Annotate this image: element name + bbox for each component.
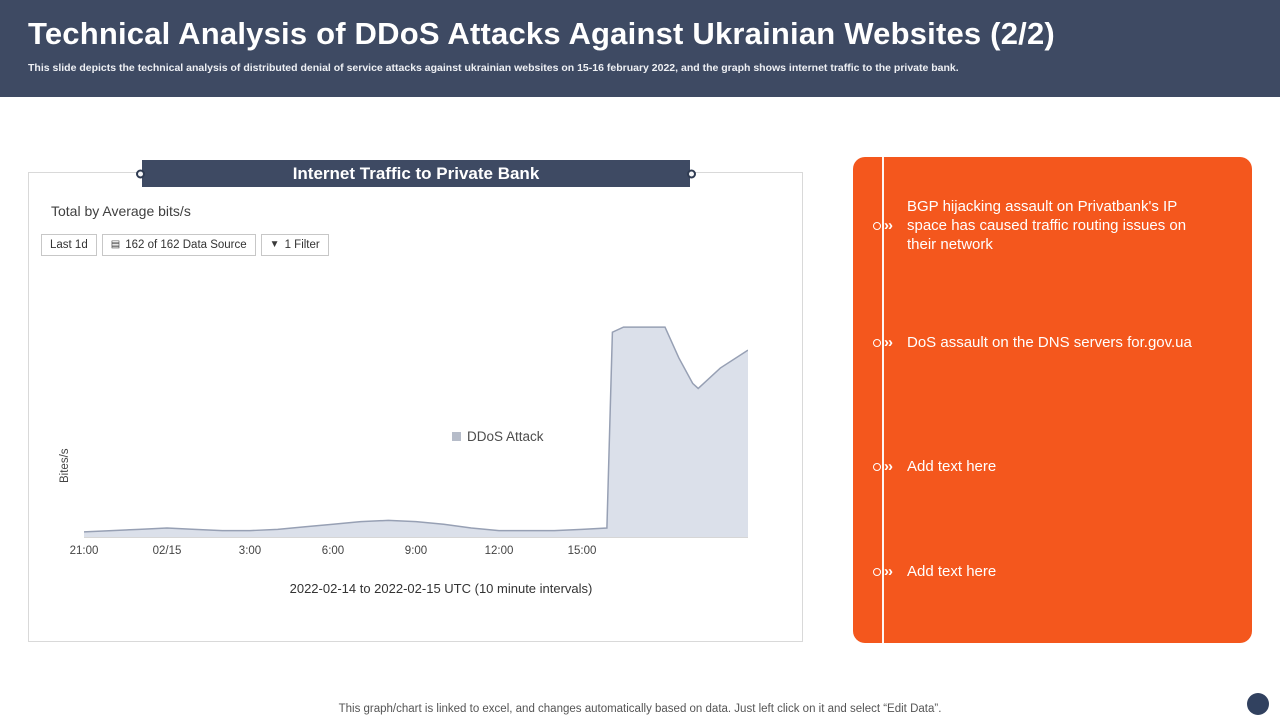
- notes-panel: ›› BGP hijacking assault on Privatbank's…: [853, 157, 1252, 643]
- note-text: Add text here: [907, 458, 997, 475]
- note-text: DoS assault on the DNS servers for.gov.u…: [907, 334, 1192, 351]
- x-tick-label: 15:00: [567, 545, 597, 557]
- time-range-filter[interactable]: Last 1d: [41, 234, 97, 256]
- corner-dot: [1247, 693, 1269, 715]
- bullet-marker-icon: ››: [873, 334, 893, 351]
- chart-banner-title: Internet Traffic to Private Bank: [292, 163, 540, 183]
- x-tick-label: 12:00: [484, 545, 514, 557]
- bullet-marker-icon: ››: [873, 458, 893, 475]
- page-subtitle: This slide depicts the technical analysi…: [28, 62, 959, 74]
- area-chart[interactable]: DDoS Attack: [84, 281, 748, 538]
- legend-label: DDoS Attack: [467, 429, 544, 444]
- x-tick-label: 3:00: [238, 545, 262, 557]
- chart-caption: 2022-02-14 to 2022-02-15 UTC (10 minute …: [289, 581, 593, 596]
- filter-bar: Last 1d ▤ 162 of 162 Data Source ▼ 1 Fil…: [41, 234, 329, 256]
- connector-dot-right-icon: [687, 169, 696, 178]
- connector-dot-left-icon: [136, 169, 145, 178]
- x-tick-label: 9:00: [404, 545, 428, 557]
- x-axis-ticks: 21:00 02/15 3:00 6:00 9:00 12:00 15:00: [70, 545, 748, 561]
- note-text: Add text here: [907, 563, 997, 580]
- filter-count-label: 1 Filter: [284, 239, 320, 251]
- chart-legend: DDoS Attack: [452, 429, 544, 444]
- data-source-filter[interactable]: ▤ 162 of 162 Data Source: [101, 234, 256, 256]
- area-chart-svg: [84, 326, 748, 537]
- chart-panel: Internet Traffic to Private Bank Total b…: [28, 160, 803, 642]
- bullet-marker-icon: ››: [873, 563, 893, 580]
- chart-banner: Internet Traffic to Private Bank: [136, 160, 696, 187]
- footer-note: This graph/chart is linked to excel, and…: [338, 703, 942, 715]
- note-item: ›› BGP hijacking assault on Privatbank's…: [873, 197, 1236, 254]
- slide-header: Technical Analysis of DDoS Attacks Again…: [0, 0, 1280, 97]
- note-text: BGP hijacking assault on Privatbank's IP…: [907, 198, 1187, 253]
- filter-count-chip[interactable]: ▼ 1 Filter: [260, 234, 329, 256]
- page-title: Technical Analysis of DDoS Attacks Again…: [28, 16, 1055, 51]
- x-tick-label: 21:00: [69, 545, 99, 557]
- data-source-icon: ▤: [110, 239, 121, 250]
- bullet-marker-icon: ››: [873, 217, 893, 234]
- note-item: ›› Add text here: [873, 457, 1236, 476]
- note-item: ›› Add text here: [873, 562, 1236, 581]
- legend-swatch-icon: [452, 432, 461, 441]
- timeline-line: [882, 157, 884, 643]
- data-source-label: 162 of 162 Data Source: [125, 239, 247, 251]
- note-item: ›› DoS assault on the DNS servers for.go…: [873, 333, 1236, 352]
- y-axis-label: Bites/s: [59, 448, 71, 483]
- time-range-label: Last 1d: [50, 239, 88, 251]
- funnel-icon: ▼: [269, 239, 280, 250]
- metric-label: Total by Average bits/s: [51, 203, 191, 219]
- x-tick-label: 02/15: [152, 545, 182, 557]
- x-tick-label: 6:00: [321, 545, 345, 557]
